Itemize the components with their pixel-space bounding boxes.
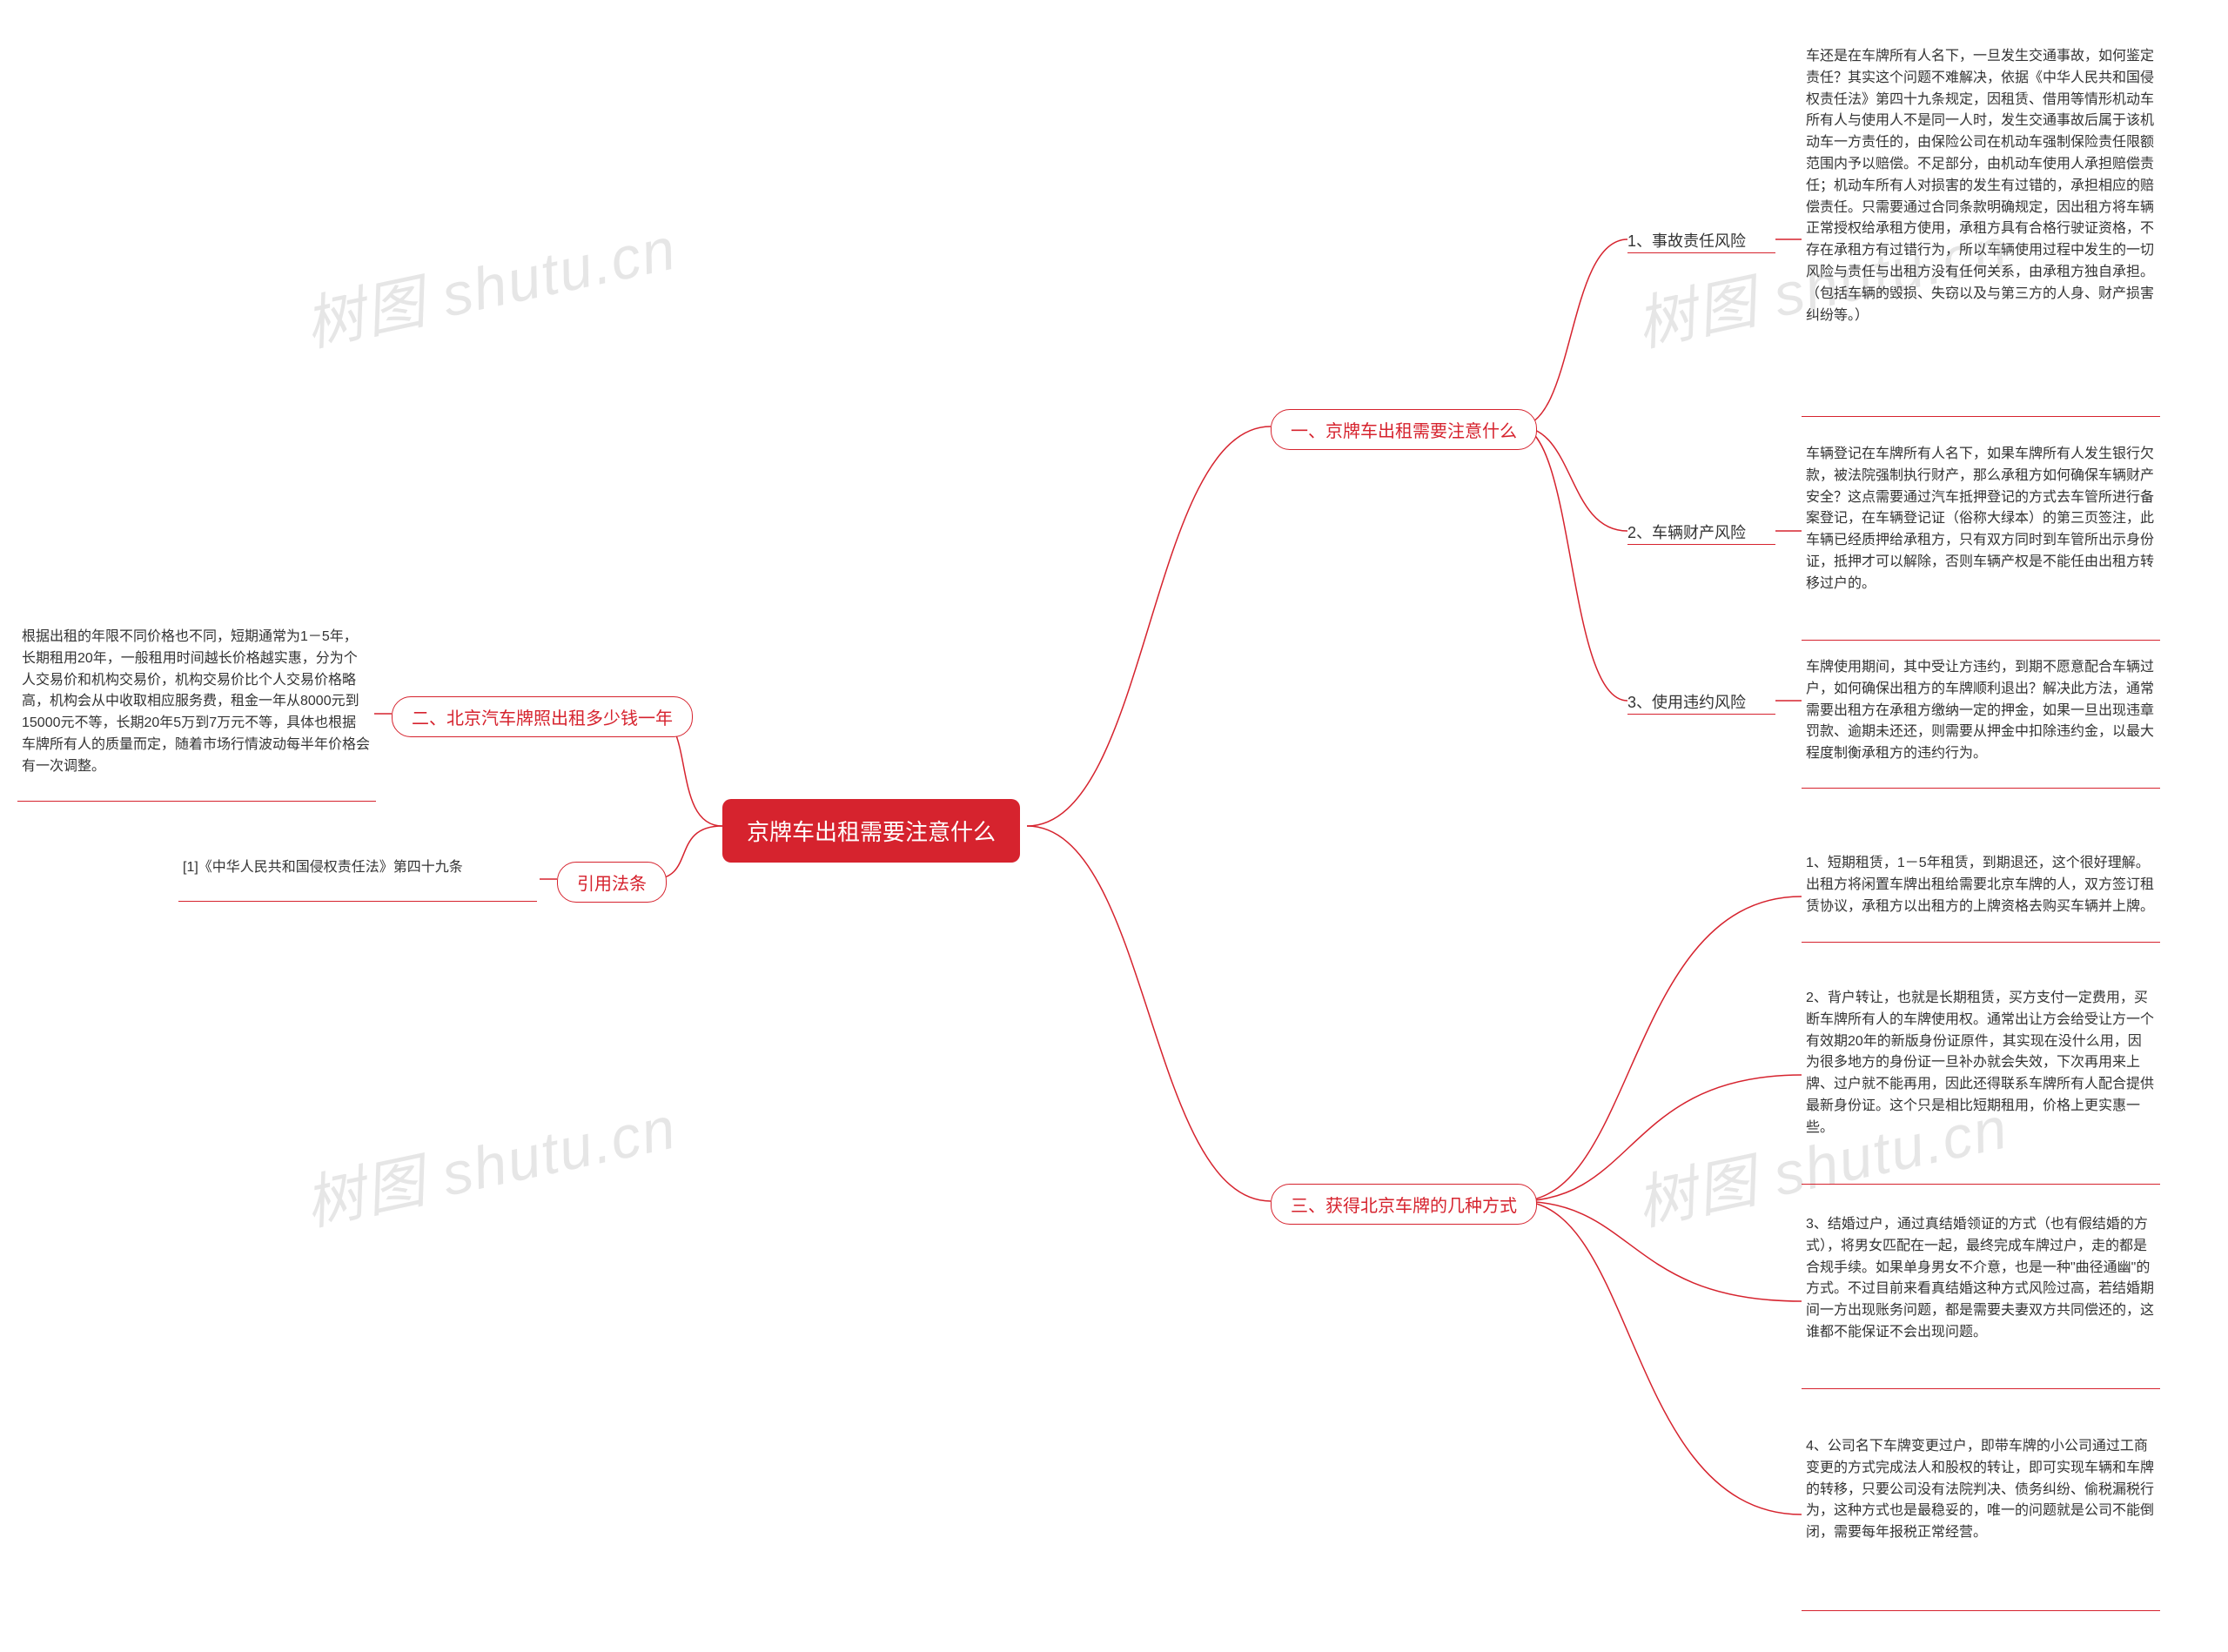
underline [1802, 788, 2160, 789]
branch-law[interactable]: 引用法条 [557, 862, 667, 903]
sub-property-risk[interactable]: 2、车辆财产风险 [1627, 520, 1746, 543]
branch-rental-notes[interactable]: 一、京牌车出租需要注意什么 [1271, 409, 1537, 450]
sub-breach-risk[interactable]: 3、使用违约风险 [1627, 690, 1746, 713]
underline [1802, 1388, 2160, 1389]
branch-acquire-methods[interactable]: 三、获得北京车牌的几种方式 [1271, 1184, 1537, 1225]
underline [1802, 416, 2160, 417]
leaf-method-4: 4、公司名下车牌变更过户，即带车牌的小公司通过工商变更的方式完成法人和股权的转让… [1806, 1436, 2154, 1544]
watermark: 树图 shutu.cn [296, 1079, 683, 1242]
underline [17, 801, 376, 802]
underline [1802, 1184, 2160, 1185]
underline [1627, 714, 1775, 715]
leaf-method-2: 2、背户转让，也就是长期租赁，买方支付一定费用，买断车牌所有人的车牌使用权。通常… [1806, 988, 2154, 1139]
leaf-method-3: 3、结婚过户，通过真结婚领证的方式（也有假结婚的方式），将男女匹配在一起，最终完… [1806, 1214, 2154, 1344]
underline [1802, 1610, 2160, 1611]
underline [1627, 544, 1775, 545]
watermark: 树图 shutu.cn [296, 200, 683, 363]
underline [1627, 252, 1775, 253]
center-topic[interactable]: 京牌车出租需要注意什么 [722, 799, 1020, 863]
underline [1802, 942, 2160, 943]
leaf-method-1: 1、短期租赁，1－5年租赁，到期退还，这个很好理解。出租方将闲置车牌出租给需要北… [1806, 853, 2154, 917]
leaf-breach-risk: 车牌使用期间，其中受让方违约，到期不愿意配合车辆过户，如何确保出租方的车牌顺利退… [1806, 657, 2154, 765]
underline [1802, 640, 2160, 641]
leaf-property-risk: 车辆登记在车牌所有人名下，如果车牌所有人发生银行欠款，被法院强制执行财产，那么承… [1806, 444, 2154, 595]
leaf-accident-risk: 车还是在车牌所有人名下，一旦发生交通事故，如何鉴定责任？其实这个问题不难解决，依… [1806, 46, 2154, 326]
leaf-price: 根据出租的年限不同价格也不同，短期通常为1－5年，长期租用20年，一般租用时间越… [22, 627, 370, 778]
sub-accident-risk[interactable]: 1、事故责任风险 [1627, 229, 1746, 252]
branch-price[interactable]: 二、北京汽车牌照出租多少钱一年 [392, 696, 693, 737]
underline [178, 901, 537, 902]
leaf-law: [1]《中华人民共和国侵权责任法》第四十九条 [183, 857, 531, 879]
